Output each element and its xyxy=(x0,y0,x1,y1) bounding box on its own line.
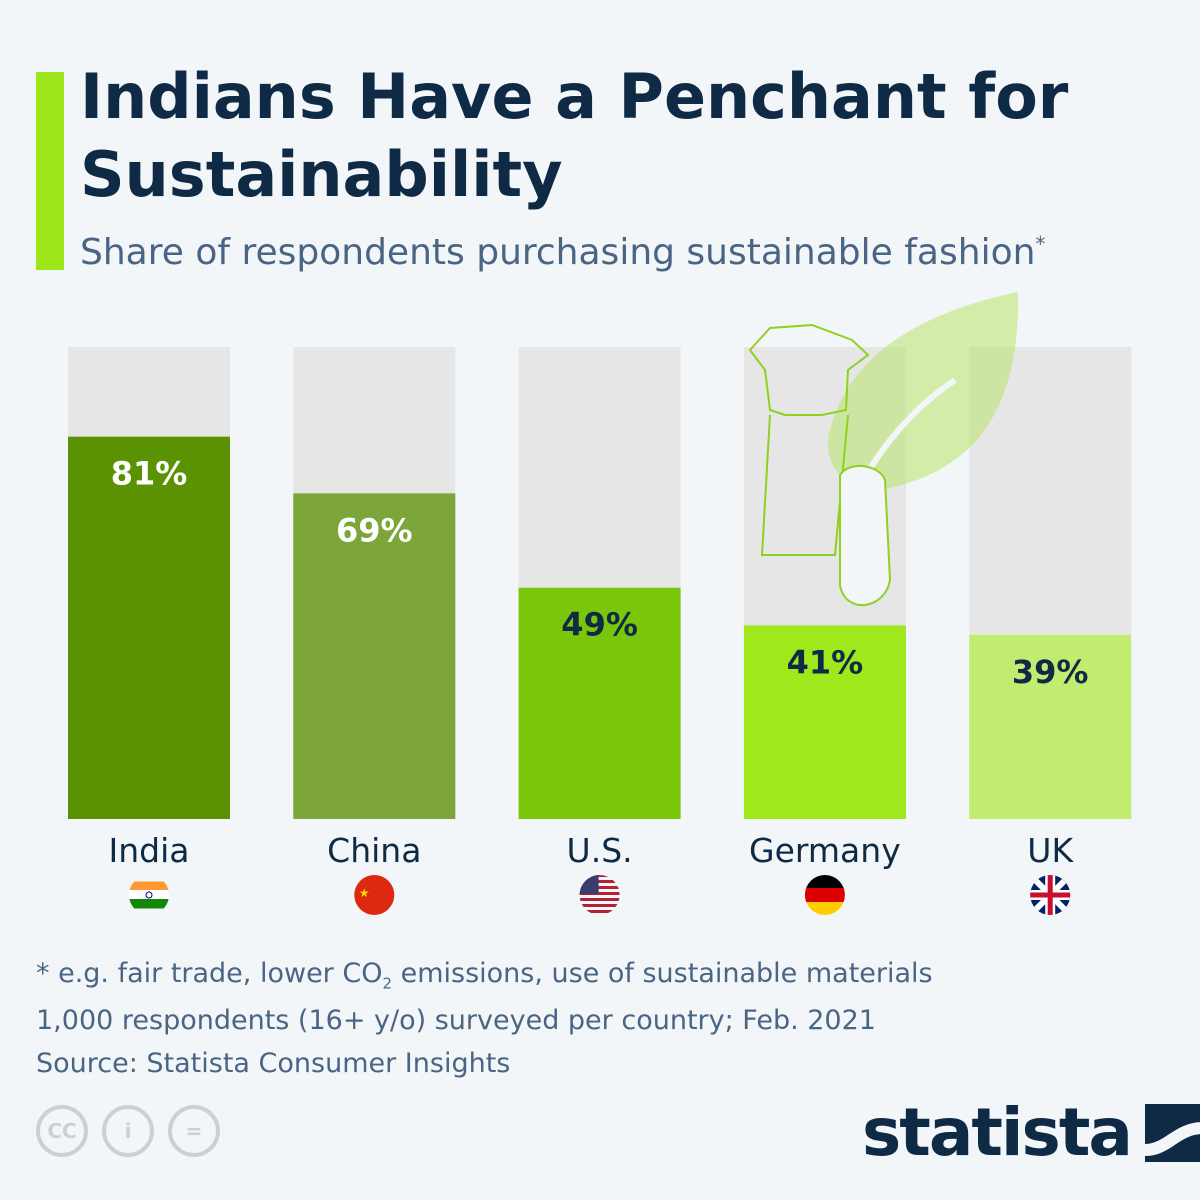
uk-flag-icon xyxy=(1030,875,1071,915)
us-flag-icon xyxy=(579,875,620,913)
cc-icon[interactable]: CC xyxy=(36,1105,88,1157)
germany-flag-icon xyxy=(804,875,845,915)
bar-china xyxy=(293,493,456,819)
source-text: Source: Statista Consumer Insights xyxy=(36,1048,511,1080)
statista-logo-icon xyxy=(1144,1103,1200,1162)
category-label: India xyxy=(109,831,190,870)
sustainable-fashion-illustration xyxy=(748,292,1019,607)
bar-us xyxy=(518,587,681,819)
brand-wordmark: statista xyxy=(862,1094,1133,1171)
data-label: 39% xyxy=(1012,653,1089,691)
title-accent-bar xyxy=(36,72,64,270)
category-label: U.S. xyxy=(567,831,633,870)
chart-subtitle: Share of respondents purchasing sustaina… xyxy=(80,232,1045,273)
data-label: 49% xyxy=(561,606,638,644)
china-flag-icon: ★ xyxy=(354,875,395,915)
svg-text:★: ★ xyxy=(359,886,370,900)
sandal-icon xyxy=(839,464,892,607)
bar-uk xyxy=(969,634,1132,819)
data-label: 69% xyxy=(336,511,413,549)
chart-title: Indians Have a Penchant for Sustainabili… xyxy=(80,60,1069,211)
data-label: 41% xyxy=(787,643,864,681)
footnote-survey: 1,000 respondents (16+ y/o) surveyed per… xyxy=(36,1005,876,1037)
category-label: UK xyxy=(1027,831,1074,870)
bar-germany xyxy=(743,625,906,819)
bar-india xyxy=(68,436,230,819)
data-label: 81% xyxy=(111,455,188,493)
bar-chart: 81% India 69% China ★ 49% U.S. 41% Germany 39% UK xyxy=(68,292,1132,915)
footnotes: * e.g. fair trade, lower CO2 emissions, … xyxy=(36,955,933,1082)
category-label: China xyxy=(327,831,421,870)
category-label: Germany xyxy=(749,831,901,870)
no-derivatives-icon[interactable]: = xyxy=(168,1105,220,1157)
india-flag-icon xyxy=(129,881,169,909)
footnote-definition: * e.g. fair trade, lower CO2 emissions, … xyxy=(36,958,933,993)
subtitle-text: Share of respondents purchasing sustaina… xyxy=(80,232,1036,273)
statista-logo[interactable]: statista xyxy=(862,1094,1200,1171)
leaf-icon xyxy=(828,292,1019,490)
subtitle-footnote-mark: * xyxy=(1035,232,1046,256)
attribution-icon[interactable]: i xyxy=(102,1105,154,1157)
license-icons: CC i = xyxy=(36,1105,220,1157)
